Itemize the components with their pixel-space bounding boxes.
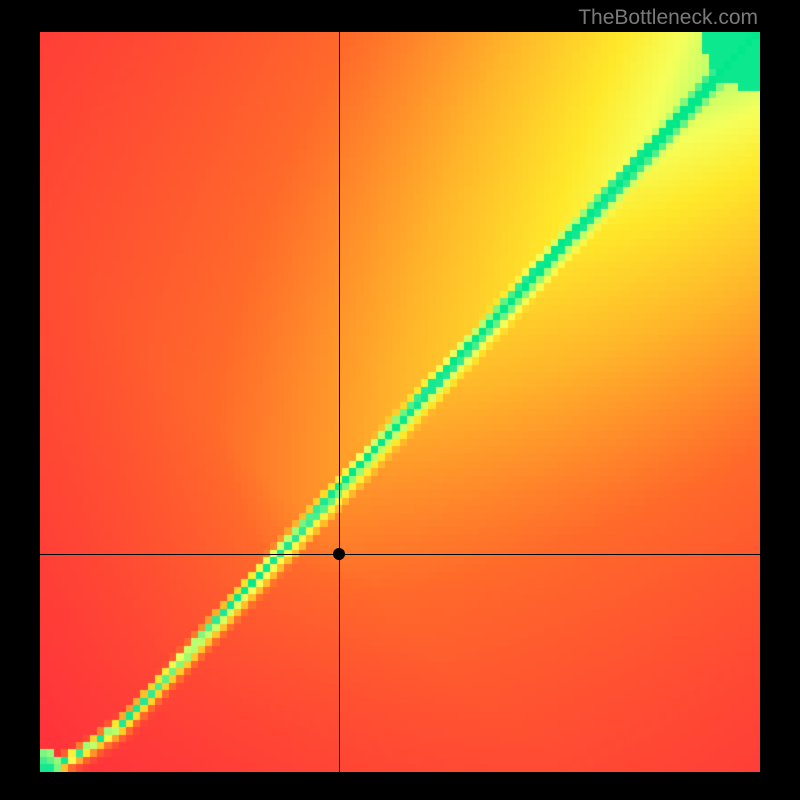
crosshair-horizontal — [40, 554, 760, 555]
heatmap-canvas — [40, 32, 760, 772]
heatmap-plot — [40, 32, 760, 772]
watermark-text: TheBottleneck.com — [578, 6, 758, 30]
crosshair-marker — [333, 548, 345, 560]
crosshair-vertical — [339, 32, 340, 772]
